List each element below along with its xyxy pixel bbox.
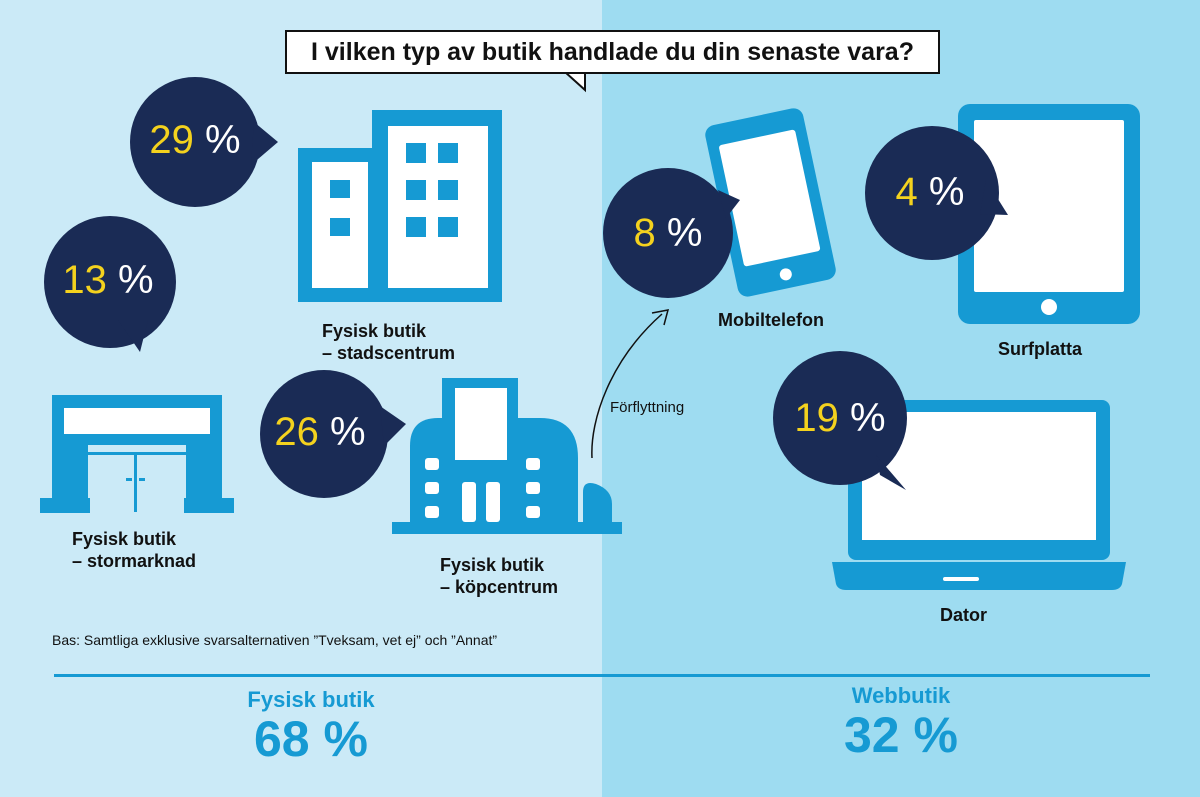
value-number: 19 — [794, 396, 839, 440]
question-title-box: I vilken typ av butik handlade du din se… — [285, 30, 940, 74]
label-mobiltelefon: Mobiltelefon — [718, 309, 824, 331]
city-building-icon — [298, 110, 502, 302]
label-line: Fysisk butik — [72, 529, 177, 549]
bubble-dator — [773, 351, 907, 490]
label-dator: Dator — [940, 604, 987, 626]
total-value: 68 % — [247, 712, 374, 766]
transition-arrow — [591, 309, 670, 459]
value-surfplatta: 4 % — [896, 172, 965, 212]
total-physical: Fysisk butik 68 % — [247, 687, 375, 767]
bubble-stadscentrum — [130, 77, 278, 207]
label-line: Fysisk butik — [440, 555, 545, 575]
bubble-mobiltelefon — [603, 168, 740, 298]
value-unit: % — [666, 211, 703, 255]
value-number: 4 — [895, 170, 918, 214]
label-kopcentrum: Fysisk butik – köpcentrum — [440, 554, 558, 598]
value-unit: % — [850, 396, 886, 440]
bubble-surfplatta — [865, 126, 1008, 260]
total-label: Fysisk butik — [247, 687, 375, 712]
label-line: – stormarknad — [72, 551, 197, 571]
value-dator: 19 % — [794, 398, 885, 438]
label-stadscentrum: Fysisk butik – stadscentrum — [322, 320, 455, 364]
title-bubble-tail — [562, 71, 586, 93]
value-mobiltelefon: 8 % — [634, 213, 703, 253]
value-unit: % — [928, 170, 965, 214]
supermarket-icon — [40, 395, 234, 513]
value-stadscentrum: 29 % — [149, 120, 240, 160]
total-web: Webbutik 32 % — [844, 683, 958, 763]
total-number: 68 — [254, 711, 310, 767]
total-label: Webbutik — [851, 683, 951, 708]
bubble-kopcentrum — [260, 370, 406, 498]
label-line: – köpcentrum — [440, 577, 559, 597]
total-unit: % — [913, 707, 958, 763]
total-number: 32 — [844, 707, 900, 763]
label-line: Mobiltelefon — [718, 310, 824, 330]
total-unit: % — [323, 711, 368, 767]
base-note: Bas: Samtliga exklusive svarsalternative… — [52, 632, 498, 648]
label-line: Fysisk butik — [322, 321, 427, 341]
divider-line — [54, 674, 1150, 677]
total-value: 32 % — [844, 708, 958, 762]
value-number: 8 — [633, 211, 656, 255]
transition-label: Förflyttning — [610, 399, 685, 416]
value-unit: % — [330, 410, 366, 454]
label-stormarknad: Fysisk butik – stormarknad — [72, 528, 196, 572]
page-title: I vilken typ av butik handlade du din se… — [311, 37, 914, 66]
tablet-icon — [958, 104, 1140, 324]
bubble-stormarknad — [44, 216, 176, 352]
value-kopcentrum: 26 % — [274, 412, 365, 452]
value-stormarknad: 13 % — [62, 260, 153, 300]
value-unit: % — [118, 258, 154, 302]
mall-icon — [392, 378, 622, 534]
value-number: 29 — [149, 118, 194, 162]
label-line: Surfplatta — [998, 339, 1083, 359]
mobile-phone-icon — [705, 108, 836, 297]
value-unit: % — [205, 118, 241, 162]
label-line: Dator — [940, 605, 988, 625]
label-line: – stadscentrum — [322, 343, 456, 363]
value-number: 26 — [274, 410, 319, 454]
value-number: 13 — [62, 258, 107, 302]
label-surfplatta: Surfplatta — [998, 338, 1082, 360]
